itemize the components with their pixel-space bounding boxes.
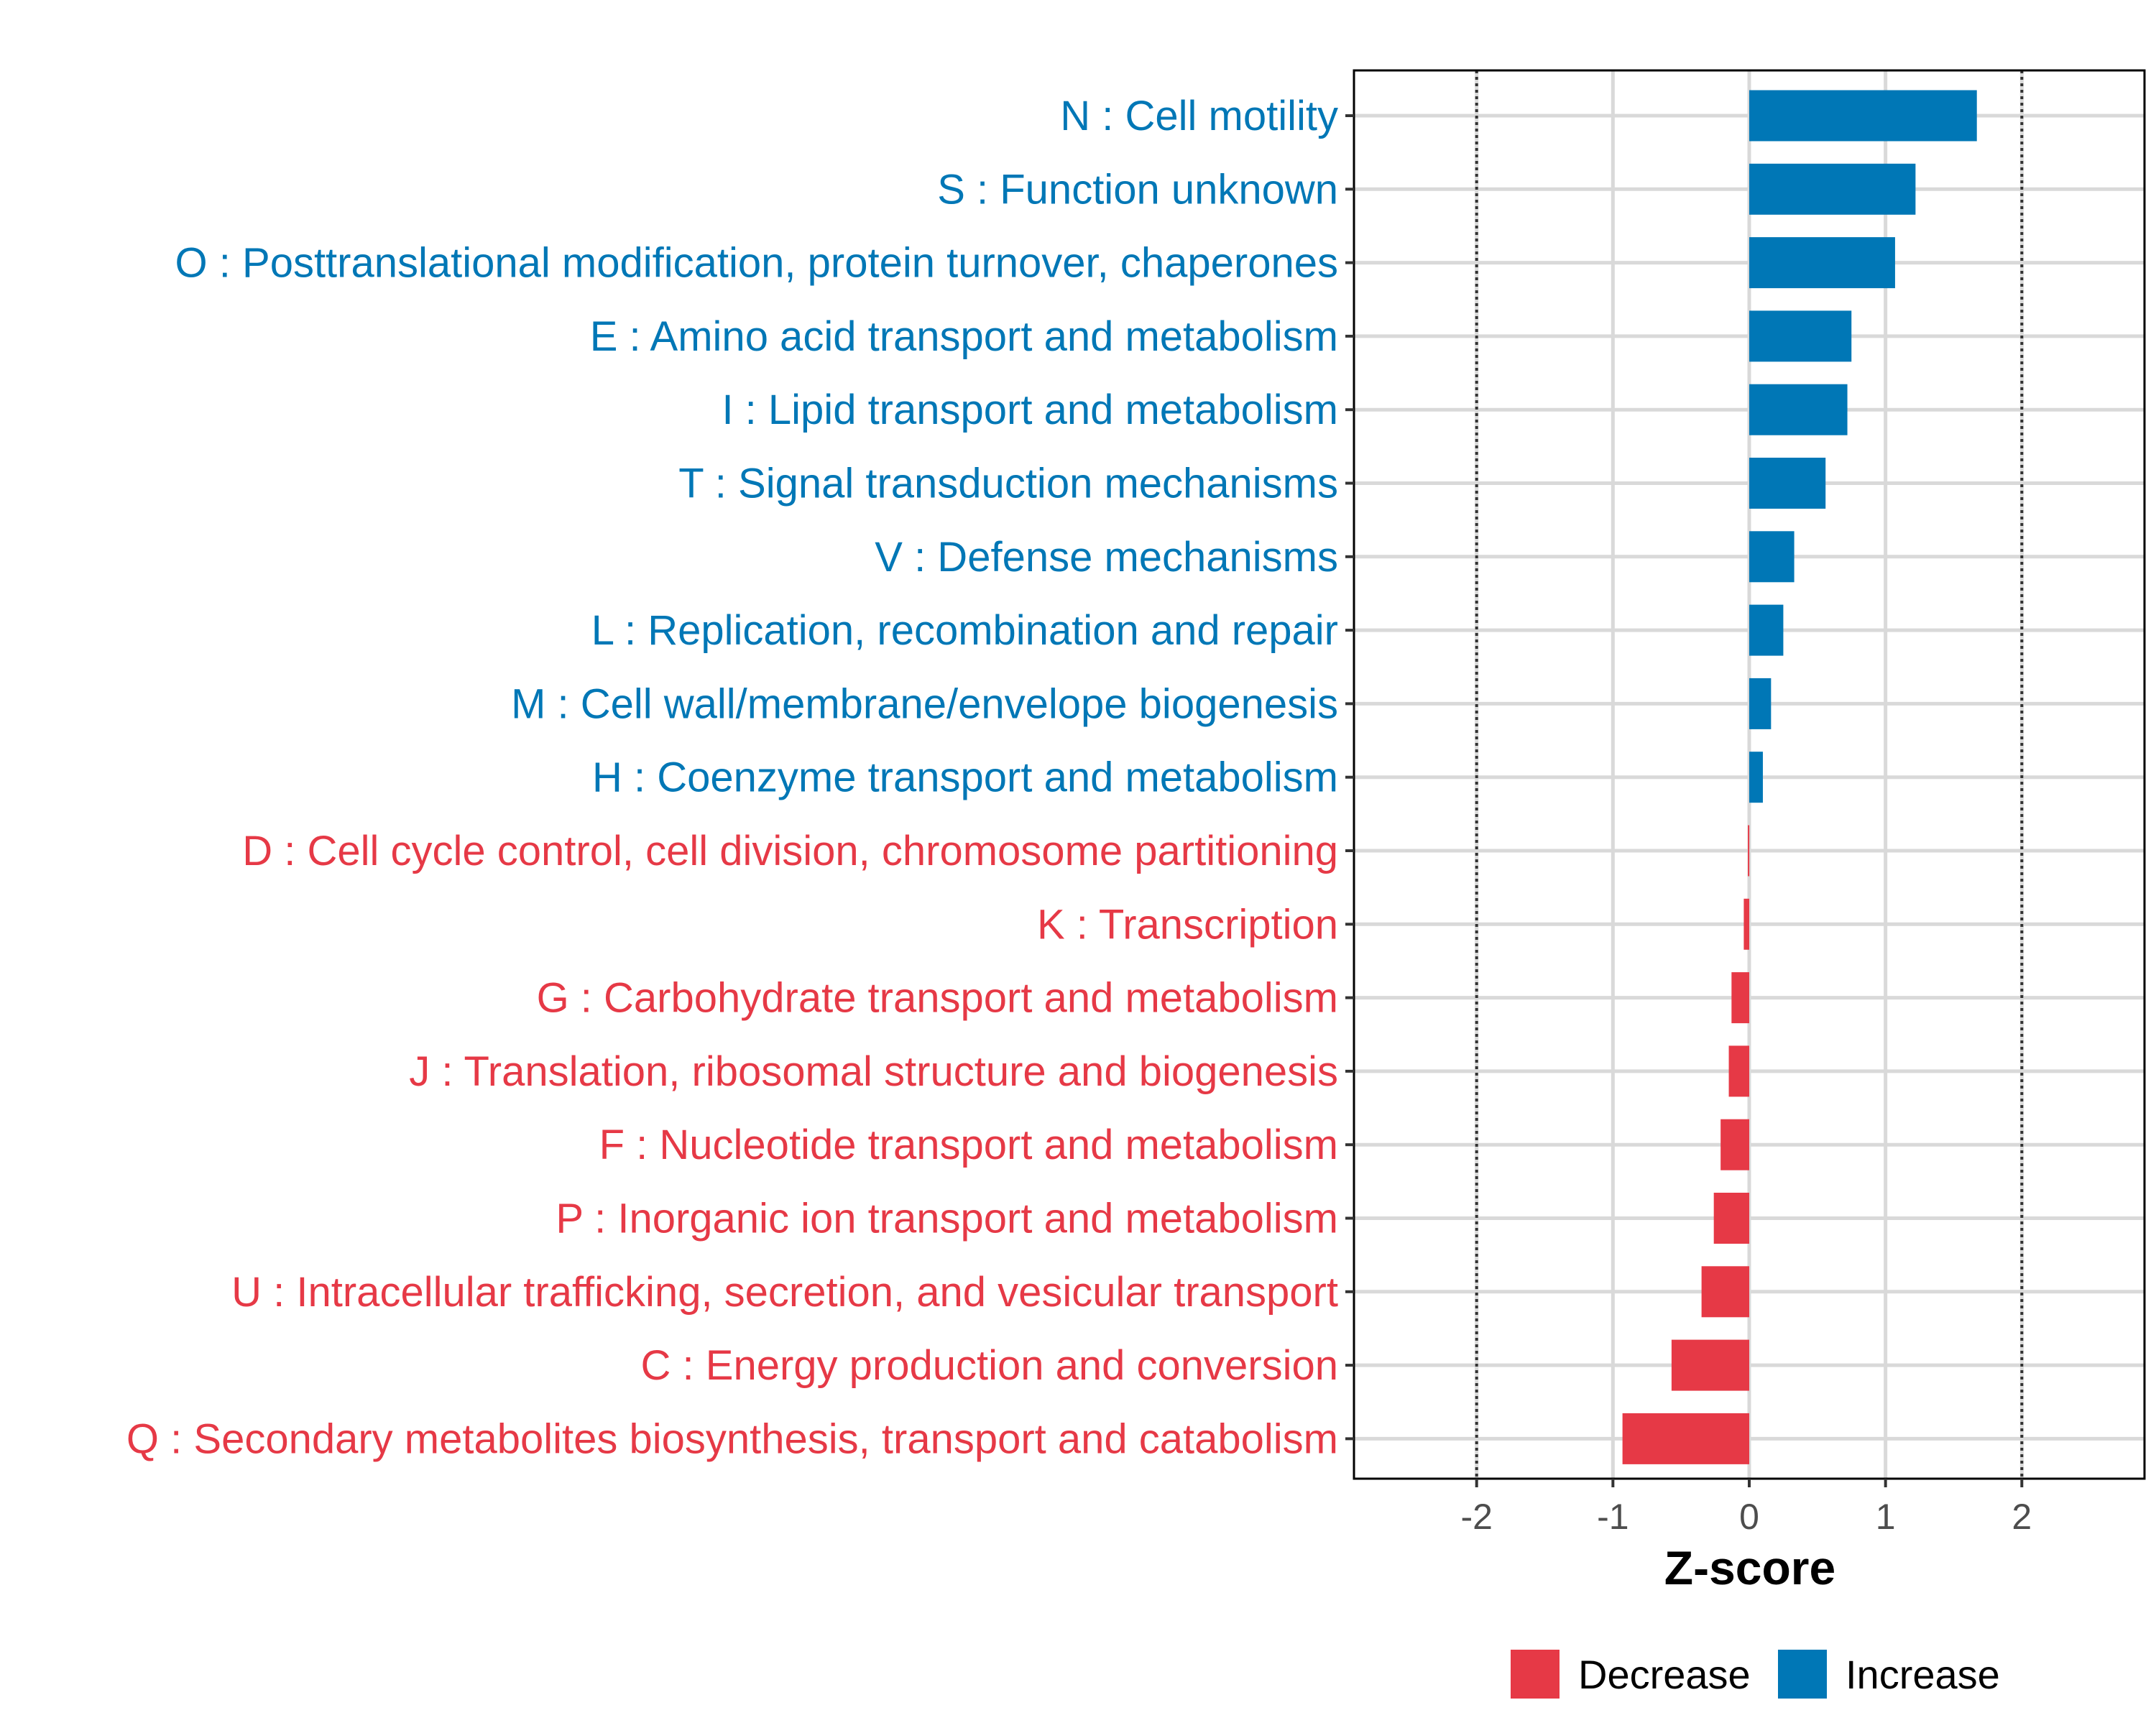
- category-label: Q : Secondary metabolites biosynthesis, …: [126, 1415, 1338, 1462]
- bar-increase: [1749, 458, 1826, 509]
- category-label: S : Function unknown: [937, 166, 1338, 213]
- legend-swatch-decrease: [1511, 1650, 1560, 1699]
- legend-swatch-increase: [1778, 1650, 1827, 1699]
- bar-decrease: [1743, 898, 1749, 950]
- category-label: M : Cell wall/membrane/envelope biogenes…: [511, 680, 1338, 727]
- x-tick-label: -2: [1460, 1497, 1492, 1537]
- category-label: D : Cell cycle control, cell division, c…: [242, 828, 1338, 874]
- category-label: C : Energy production and conversion: [641, 1342, 1338, 1389]
- bar-decrease: [1748, 825, 1750, 877]
- bar-decrease: [1731, 972, 1749, 1024]
- category-label: U : Intracellular trafficking, secretion…: [231, 1269, 1338, 1316]
- legend: Decrease Increase: [1511, 1650, 2000, 1699]
- category-label: G : Carbohydrate transport and metabolis…: [537, 975, 1338, 1022]
- x-axis-title: Z-score: [1664, 1541, 1835, 1594]
- y-axis-ticks: [1345, 114, 1354, 1441]
- bar-increase: [1749, 237, 1895, 289]
- bar-increase: [1749, 90, 1977, 142]
- bar-decrease: [1720, 1119, 1749, 1170]
- category-label: P : Inorganic ion transport and metaboli…: [556, 1196, 1338, 1242]
- bar-decrease: [1713, 1193, 1749, 1244]
- bar-increase: [1749, 752, 1763, 803]
- x-tick-label: 0: [1739, 1497, 1759, 1537]
- reference-lines: [1475, 70, 2024, 1479]
- bar-increase: [1749, 678, 1772, 729]
- category-label: T : Signal transduction mechanisms: [678, 461, 1338, 507]
- category-label: K : Transcription: [1037, 901, 1338, 948]
- category-label: H : Coenzyme transport and metabolism: [592, 754, 1338, 801]
- category-label: V : Defense mechanisms: [875, 534, 1338, 581]
- bar-increase: [1749, 384, 1848, 435]
- bar-decrease: [1671, 1339, 1749, 1391]
- x-tick-label: 1: [1876, 1497, 1896, 1537]
- legend-label-decrease: Decrease: [1578, 1652, 1751, 1697]
- bar-decrease: [1701, 1266, 1749, 1318]
- bar-increase: [1749, 163, 1916, 215]
- bar-increase: [1749, 531, 1795, 583]
- bar-increase: [1749, 604, 1784, 656]
- legend-label-increase: Increase: [1846, 1652, 2000, 1697]
- category-labels: N : Cell motility S : Function unknown O :…: [126, 93, 1338, 1462]
- x-tick-label: -1: [1597, 1497, 1628, 1537]
- bars: [1622, 90, 1977, 1464]
- category-label: N : Cell motility: [1060, 93, 1338, 139]
- category-label: O : Posttranslational modification, prot…: [175, 240, 1338, 287]
- bar-increase: [1749, 310, 1852, 362]
- category-label: F : Nucleotide transport and metabolism: [599, 1122, 1338, 1168]
- category-label: J : Translation, ribosomal structure and…: [409, 1048, 1338, 1095]
- x-axis-ticks: -2 -1 0 1 2: [1460, 1479, 2032, 1537]
- category-label: I : Lipid transport and metabolism: [722, 387, 1338, 433]
- bar-decrease: [1728, 1045, 1749, 1097]
- x-tick-label: 2: [2012, 1497, 2032, 1537]
- category-label: E : Amino acid transport and metabolism: [590, 313, 1338, 360]
- category-label: L : Replication, recombination and repai…: [591, 607, 1338, 654]
- bar-decrease: [1622, 1413, 1749, 1464]
